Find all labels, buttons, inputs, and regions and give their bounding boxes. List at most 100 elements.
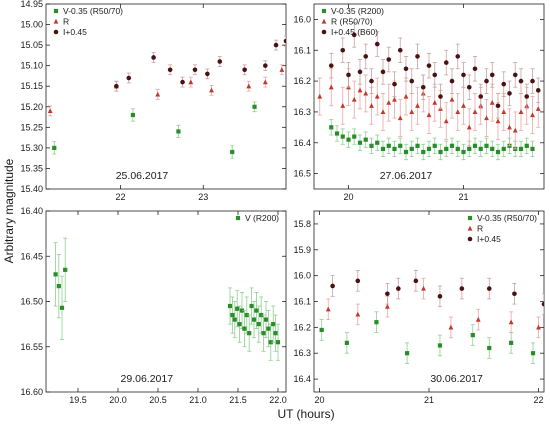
data-point [449, 96, 455, 102]
data-point [355, 278, 361, 284]
data-point [283, 38, 286, 44]
data-point [244, 312, 249, 318]
data-point [472, 66, 478, 72]
data-point [512, 127, 518, 133]
data-point [530, 146, 535, 152]
y-tick-label: 16.50 [20, 297, 43, 307]
panel-frame [313, 210, 545, 393]
series-i [114, 35, 286, 92]
x-tick-label: 21 [458, 192, 468, 202]
legend-label: R [477, 224, 483, 234]
x-tick-label: 22 [115, 192, 125, 202]
legend-marker [53, 29, 59, 35]
series-v [53, 237, 281, 361]
data-point [352, 134, 357, 139]
panel-frame [45, 3, 287, 190]
x-tick-label: 23 [198, 192, 208, 202]
data-point [421, 149, 426, 155]
data-point [426, 112, 432, 118]
data-point [52, 145, 57, 150]
data-point [461, 149, 466, 155]
x-tick-label: 21.0 [189, 395, 207, 405]
data-point [263, 63, 268, 68]
data-point [242, 67, 247, 73]
data-point [392, 81, 397, 87]
legend-marker [53, 8, 59, 14]
y-tick-label: 16.3 [293, 107, 311, 117]
data-point [501, 81, 507, 87]
data-point [279, 67, 285, 72]
data-point [329, 125, 334, 130]
legend-label: I+0.45 (B60) [331, 27, 378, 37]
data-point [130, 112, 135, 118]
panel-data [47, 35, 286, 159]
data-point [487, 345, 492, 351]
data-point [475, 316, 481, 322]
data-point [374, 320, 379, 325]
legend-label: R (R50/70) [331, 17, 373, 27]
data-point [386, 99, 392, 105]
data-point [415, 54, 420, 59]
series-i [328, 22, 541, 119]
legend-marker [321, 8, 327, 14]
data-point [380, 69, 386, 75]
data-point [363, 137, 368, 142]
data-point [188, 79, 194, 85]
data-point [227, 303, 233, 309]
data-point [484, 78, 489, 84]
y-tick-label: 16.45 [20, 251, 43, 261]
data-point [443, 60, 449, 65]
panel-date-label: 29.06.2017 [121, 373, 174, 385]
data-point [369, 143, 374, 148]
data-point [126, 75, 132, 81]
data-point [484, 143, 489, 148]
y-tick-label: 14.95 [20, 0, 43, 9]
data-point [535, 106, 541, 111]
x-tick-label: 20 [343, 192, 353, 202]
data-point [455, 54, 461, 59]
panel-date-label: 27.06.2017 [380, 170, 433, 182]
panel-frame [313, 3, 545, 190]
legend-label: V-0.35 (R200) [331, 6, 384, 16]
y-tick-label: 15.25 [20, 122, 43, 132]
data-point [486, 286, 492, 291]
data-point [413, 278, 419, 284]
data-point [384, 303, 390, 309]
data-point [409, 146, 414, 152]
data-point [237, 322, 242, 327]
legend-label: V-0.35 (R50/70) [63, 6, 123, 16]
data-point [404, 351, 410, 356]
data-point [63, 267, 68, 272]
legend-marker [467, 215, 473, 221]
data-point [59, 305, 65, 310]
y-tick-label: 16.40 [20, 206, 43, 216]
data-point [415, 143, 420, 148]
data-point [489, 72, 495, 78]
legend-marker [321, 18, 327, 24]
legend-marker [467, 236, 473, 242]
data-point [403, 66, 409, 72]
data-point [268, 340, 273, 345]
data-point [357, 140, 363, 145]
x-tick-label: 21 [424, 395, 434, 405]
data-point [518, 146, 524, 152]
data-point [437, 294, 443, 299]
y-axis-title: Arbitrary magnitude [2, 158, 16, 263]
data-point [252, 104, 257, 109]
panel-data [319, 270, 544, 364]
data-point [507, 124, 512, 130]
data-point [262, 79, 268, 85]
data-point [524, 143, 529, 148]
data-point [489, 99, 495, 105]
data-point [346, 137, 351, 142]
data-point [501, 146, 506, 152]
data-point [385, 291, 390, 297]
panel-data [53, 237, 281, 361]
data-point [392, 96, 397, 102]
data-point [256, 322, 261, 327]
data-point [466, 124, 472, 130]
data-point [426, 63, 432, 68]
data-point [495, 118, 501, 124]
data-point [235, 306, 240, 311]
series-v [319, 311, 536, 364]
